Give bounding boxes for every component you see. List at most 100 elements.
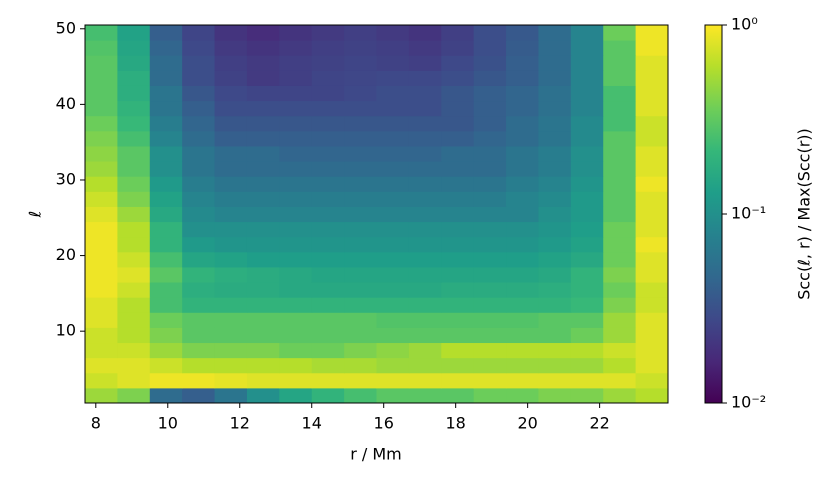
heatmap-cell: [182, 282, 216, 298]
heatmap-cell: [473, 342, 507, 359]
heatmap-cell: [635, 130, 669, 147]
heatmap-cell: [149, 357, 183, 374]
heatmap-cell: [570, 206, 604, 223]
heatmap-cell: [182, 55, 216, 71]
heatmap-cell: [603, 251, 637, 268]
heatmap-cell: [570, 282, 604, 298]
heatmap-cell: [473, 251, 507, 268]
heatmap-cell: [279, 297, 313, 313]
heatmap-cell: [635, 40, 669, 56]
heatmap-cell: [441, 236, 475, 253]
heatmap-cell: [246, 372, 280, 389]
heatmap-cell: [311, 25, 345, 41]
heatmap-cell: [85, 161, 118, 177]
heatmap-cell: [408, 236, 442, 253]
heatmap-cell: [635, 115, 669, 132]
heatmap-cell: [570, 251, 604, 268]
heatmap-cell: [182, 145, 216, 162]
heatmap-cell: [538, 25, 572, 41]
heatmap-cell: [117, 115, 151, 132]
heatmap-cell: [344, 221, 377, 238]
heatmap-cell: [214, 161, 248, 177]
heatmap-cell: [117, 176, 151, 192]
heatmap-cell: [538, 221, 572, 238]
heatmap-cell: [473, 40, 507, 56]
heatmap-cell: [408, 206, 442, 223]
heatmap-cell: [603, 55, 637, 71]
heatmap-cell: [182, 206, 216, 223]
heatmap-cell: [117, 85, 151, 102]
heatmap-cell: [376, 40, 410, 56]
heatmap-cell: [279, 266, 313, 283]
heatmap-cell: [376, 206, 410, 223]
heatmap-cell: [214, 312, 248, 328]
y-tick-label: 50: [56, 18, 76, 37]
heatmap-cell: [311, 145, 345, 162]
heatmap-cell: [117, 282, 151, 298]
heatmap-cell: [603, 70, 637, 86]
heatmap-cell: [408, 387, 442, 404]
heatmap-cell: [85, 372, 118, 389]
heatmap-cell: [182, 130, 216, 147]
heatmap-cell: [441, 25, 475, 41]
heatmap-cell: [149, 221, 183, 238]
heatmap-cell: [441, 161, 475, 177]
heatmap-cell: [408, 327, 442, 344]
heatmap-cell: [246, 25, 280, 41]
heatmap-cell: [473, 236, 507, 253]
heatmap-cell: [538, 55, 572, 71]
heatmap-cell: [603, 221, 637, 238]
heatmap-cell: [506, 145, 539, 162]
heatmap-cell: [85, 312, 118, 328]
heatmap-cell: [408, 40, 442, 56]
heatmap-cell: [473, 387, 507, 404]
heatmap-cell: [635, 55, 669, 71]
heatmap-cell: [117, 161, 151, 177]
heatmap-cell: [279, 176, 313, 192]
heatmap-cell: [441, 206, 475, 223]
x-tick-label: 8: [91, 414, 101, 433]
heatmap-cell: [635, 266, 669, 283]
heatmap-cell: [214, 297, 248, 313]
heatmap-cell: [311, 327, 345, 344]
heatmap-cell: [506, 206, 539, 223]
heatmap-cell: [473, 115, 507, 132]
heatmap-cell: [311, 387, 345, 404]
heatmap-cell: [473, 372, 507, 389]
heatmap-cell: [214, 282, 248, 298]
heatmap-cell: [538, 161, 572, 177]
heatmap-cell: [344, 327, 377, 344]
heatmap-cell: [376, 221, 410, 238]
heatmap-cell: [441, 312, 475, 328]
heatmap-cell: [635, 145, 669, 162]
heatmap-cell: [635, 70, 669, 86]
heatmap-cell: [408, 191, 442, 207]
heatmap-cell: [214, 327, 248, 344]
heatmap-cell: [635, 297, 669, 313]
heatmap-cell: [473, 327, 507, 344]
heatmap-cell: [376, 145, 410, 162]
heatmap-cell: [344, 387, 377, 404]
heatmap-cell: [408, 282, 442, 298]
heatmap-cell: [279, 327, 313, 344]
heatmap-cell: [214, 342, 248, 359]
heatmap-cell: [117, 191, 151, 207]
heatmap-cell: [603, 372, 637, 389]
heatmap-cell: [149, 312, 183, 328]
heatmap-cell: [246, 221, 280, 238]
heatmap-cell: [538, 236, 572, 253]
heatmap-cell: [441, 191, 475, 207]
heatmap-cell: [538, 85, 572, 102]
heatmap-cell: [149, 342, 183, 359]
colorbar-tick-label: 10⁰: [731, 15, 758, 34]
heatmap-cell: [85, 206, 118, 223]
heatmap-cell: [311, 266, 345, 283]
heatmap-cell: [182, 236, 216, 253]
heatmap-cell: [279, 357, 313, 374]
heatmap-cell: [506, 327, 539, 344]
heatmap-cell: [149, 55, 183, 71]
y-tick-label: 30: [56, 169, 76, 188]
heatmap-cell: [246, 176, 280, 192]
heatmap-cell: [149, 206, 183, 223]
x-tick-label: 12: [230, 414, 250, 433]
